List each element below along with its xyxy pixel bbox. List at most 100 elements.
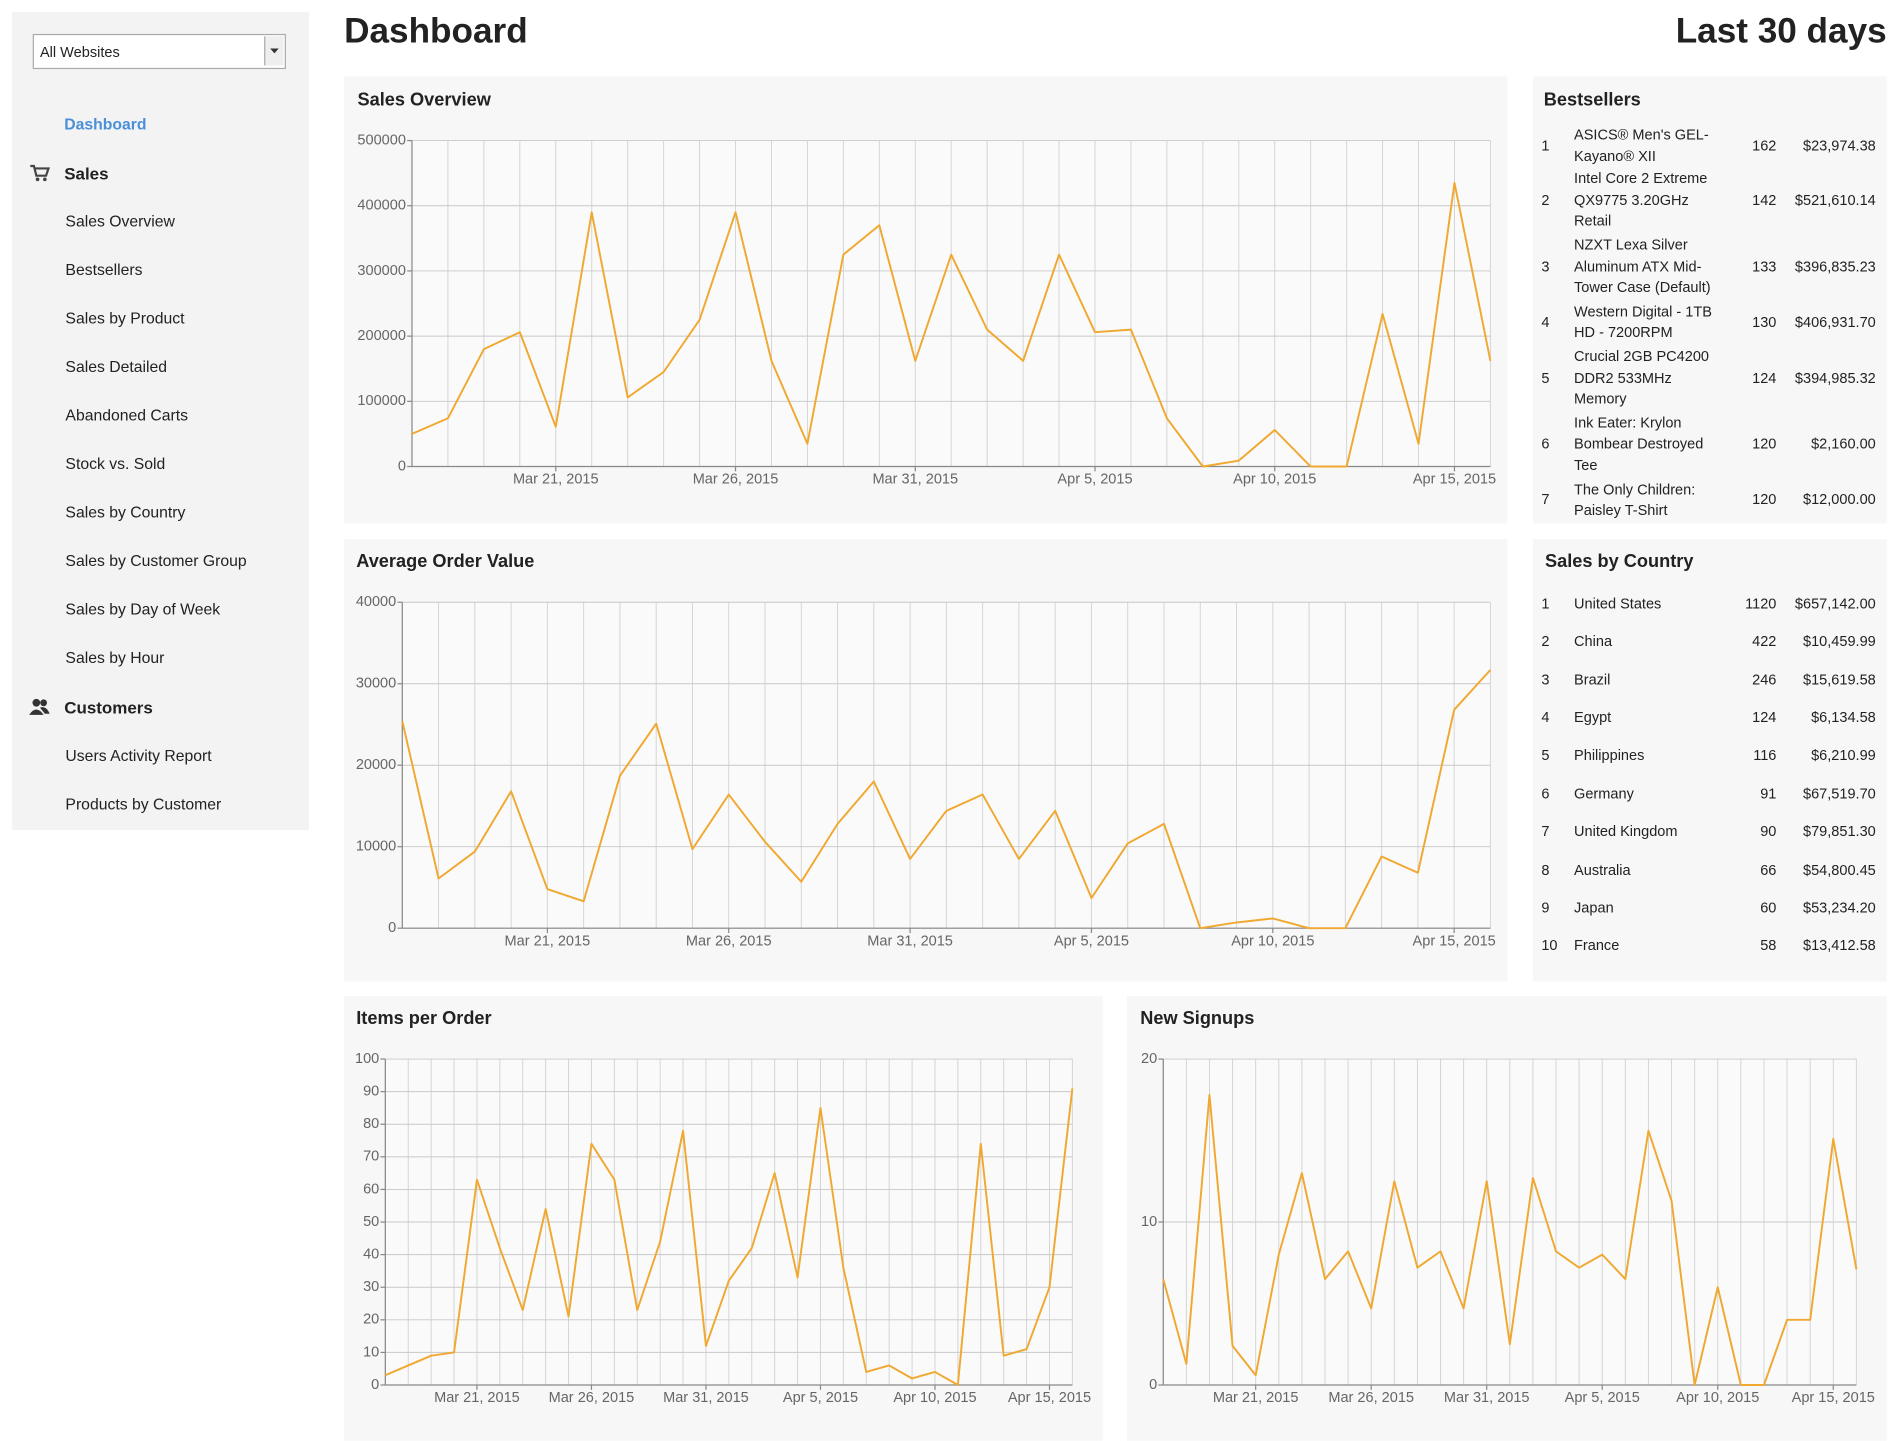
table-title: Bestsellers: [1543, 89, 1641, 111]
website-select[interactable]: All Websites: [32, 33, 286, 70]
x-tick-label: Apr 15, 2015: [1413, 472, 1496, 488]
head: [40, 699, 48, 707]
x-tick-label: Mar 31, 2015: [872, 472, 958, 488]
table-row: 5 Philippines 116 $6,210.99: [1541, 737, 1875, 775]
name: Philippines: [1574, 746, 1645, 764]
x-tick-label: Mar 21, 2015: [505, 933, 591, 949]
body: [29, 709, 44, 715]
amount: $396,835.23: [1794, 257, 1876, 275]
x-tick-label: Apr 15, 2015: [1008, 1390, 1091, 1406]
count: 58: [1760, 937, 1777, 955]
y-tick-label: 300000: [357, 263, 406, 279]
nav-item[interactable]: Sales by Product: [65, 308, 185, 327]
amount: $521,610.14: [1794, 191, 1876, 209]
table-row: 7 United Kingdom 90 $79,851.30: [1541, 813, 1875, 851]
table-row: 10 France 58 $13,412.58: [1541, 928, 1875, 966]
name: Germany: [1574, 785, 1634, 802]
x-tick-label: Mar 26, 2015: [693, 472, 779, 488]
rank: 6: [1541, 785, 1550, 802]
users-icon: [29, 698, 50, 715]
name: Egypt: [1574, 708, 1612, 726]
nav-item[interactable]: Users Activity Report: [65, 745, 212, 764]
y-tick-label: 20: [1141, 1051, 1157, 1067]
head: [32, 698, 41, 707]
name: China: [1574, 632, 1613, 650]
nav-item[interactable]: Sales Overview: [65, 211, 175, 230]
nav-item[interactable]: Sales by Hour: [65, 648, 165, 667]
count: 1120: [1745, 594, 1777, 612]
y-tick-label: 10: [1141, 1214, 1157, 1230]
data-line: [411, 181, 1492, 468]
rank: 6: [1541, 435, 1550, 453]
nav-item[interactable]: Bestsellers: [65, 260, 143, 279]
rank: 8: [1541, 861, 1550, 879]
y-tick-label: 0: [371, 1377, 379, 1393]
amount: $406,931.70: [1794, 313, 1876, 331]
x-tick-label: Mar 26, 2015: [549, 1390, 635, 1406]
rank: 1: [1541, 594, 1550, 612]
count: 246: [1752, 670, 1777, 688]
amount: $10,459.99: [1802, 632, 1876, 650]
count: 124: [1752, 369, 1777, 386]
name: The Only Children: Paisley T-Shirt: [1574, 480, 1696, 519]
amount: $2,160.00: [1811, 435, 1876, 453]
name: Intel Core 2 Extreme QX9775 3.20GHz Reta…: [1574, 169, 1708, 230]
count: 90: [1760, 823, 1777, 841]
nav-item[interactable]: Abandoned Carts: [65, 405, 189, 424]
nav-item[interactable]: Sales by Customer Group: [65, 551, 247, 570]
y-tick-label: 100000: [357, 393, 406, 409]
name: Japan: [1574, 899, 1614, 917]
bestsellers-panel: [1532, 76, 1887, 524]
name: Brazil: [1574, 670, 1611, 688]
nav-item[interactable]: Sales by Day of Week: [65, 600, 221, 619]
rank: 9: [1541, 899, 1550, 917]
table-row: 9 Japan 60 $53,234.20: [1541, 890, 1875, 928]
amount: $394,985.32: [1794, 369, 1876, 386]
nav-item[interactable]: Sales Detailed: [65, 357, 168, 376]
count: 60: [1760, 899, 1777, 917]
table-row: 4 Egypt 124 $6,134.58: [1541, 699, 1875, 737]
country-table: 1 United States 1120 $657,142.00 2 China 422 $1…: [1541, 585, 1875, 965]
table-row: 6 Germany 91 $67,519.70: [1541, 775, 1875, 813]
amount: $54,800.45: [1802, 861, 1876, 879]
data-line: [384, 1088, 1074, 1386]
y-tick-label: 80: [363, 1116, 379, 1132]
nav-section[interactable]: Customers: [64, 697, 153, 718]
x-tick-label: Mar 26, 2015: [686, 933, 772, 949]
sidebar: [12, 12, 309, 831]
x-tick-label: Mar 31, 2015: [867, 933, 953, 949]
amount: $13,412.58: [1802, 937, 1876, 955]
nav-item[interactable]: Sales by Country: [65, 502, 186, 522]
chart-title: New Signups: [1140, 1008, 1255, 1029]
x-tick-label: Apr 5, 2015: [783, 1390, 858, 1406]
select-arrow[interactable]: [264, 36, 284, 66]
name: France: [1574, 937, 1620, 955]
count: 116: [1753, 746, 1777, 764]
table-row: 4 Western Digital - 1TB HD - 7200RPM 130 $4…: [1541, 300, 1875, 345]
cart: [30, 164, 50, 177]
date-range: Last 30 days: [1675, 12, 1887, 51]
chart-title: Sales Overview: [357, 89, 491, 111]
amount: $15,619.58: [1802, 670, 1876, 688]
nav-item[interactable]: Stock vs. Sold: [65, 454, 166, 473]
table-row: 7 The Only Children: Paisley T-Shirt 120 $1…: [1541, 478, 1875, 523]
nav-section[interactable]: Sales: [64, 163, 109, 183]
rank: 10: [1541, 937, 1558, 955]
nav-item[interactable]: Dashboard: [64, 115, 147, 134]
name: Western Digital - 1TB HD - 7200RPM: [1574, 302, 1712, 341]
amount: $12,000.00: [1802, 491, 1876, 509]
x-tick-label: Apr 10, 2015: [1231, 933, 1314, 949]
amount: $6,134.58: [1811, 708, 1876, 726]
y-tick-label: 500000: [357, 132, 406, 148]
nav-item[interactable]: Products by Customer: [65, 794, 222, 813]
amount: $23,974.38: [1802, 136, 1876, 154]
wheel: [43, 177, 47, 182]
count: 422: [1752, 632, 1777, 650]
amount: $53,234.20: [1802, 899, 1876, 917]
x-tick-label: Mar 21, 2015: [434, 1390, 520, 1406]
count: 124: [1752, 708, 1777, 726]
rank: 7: [1541, 491, 1550, 509]
